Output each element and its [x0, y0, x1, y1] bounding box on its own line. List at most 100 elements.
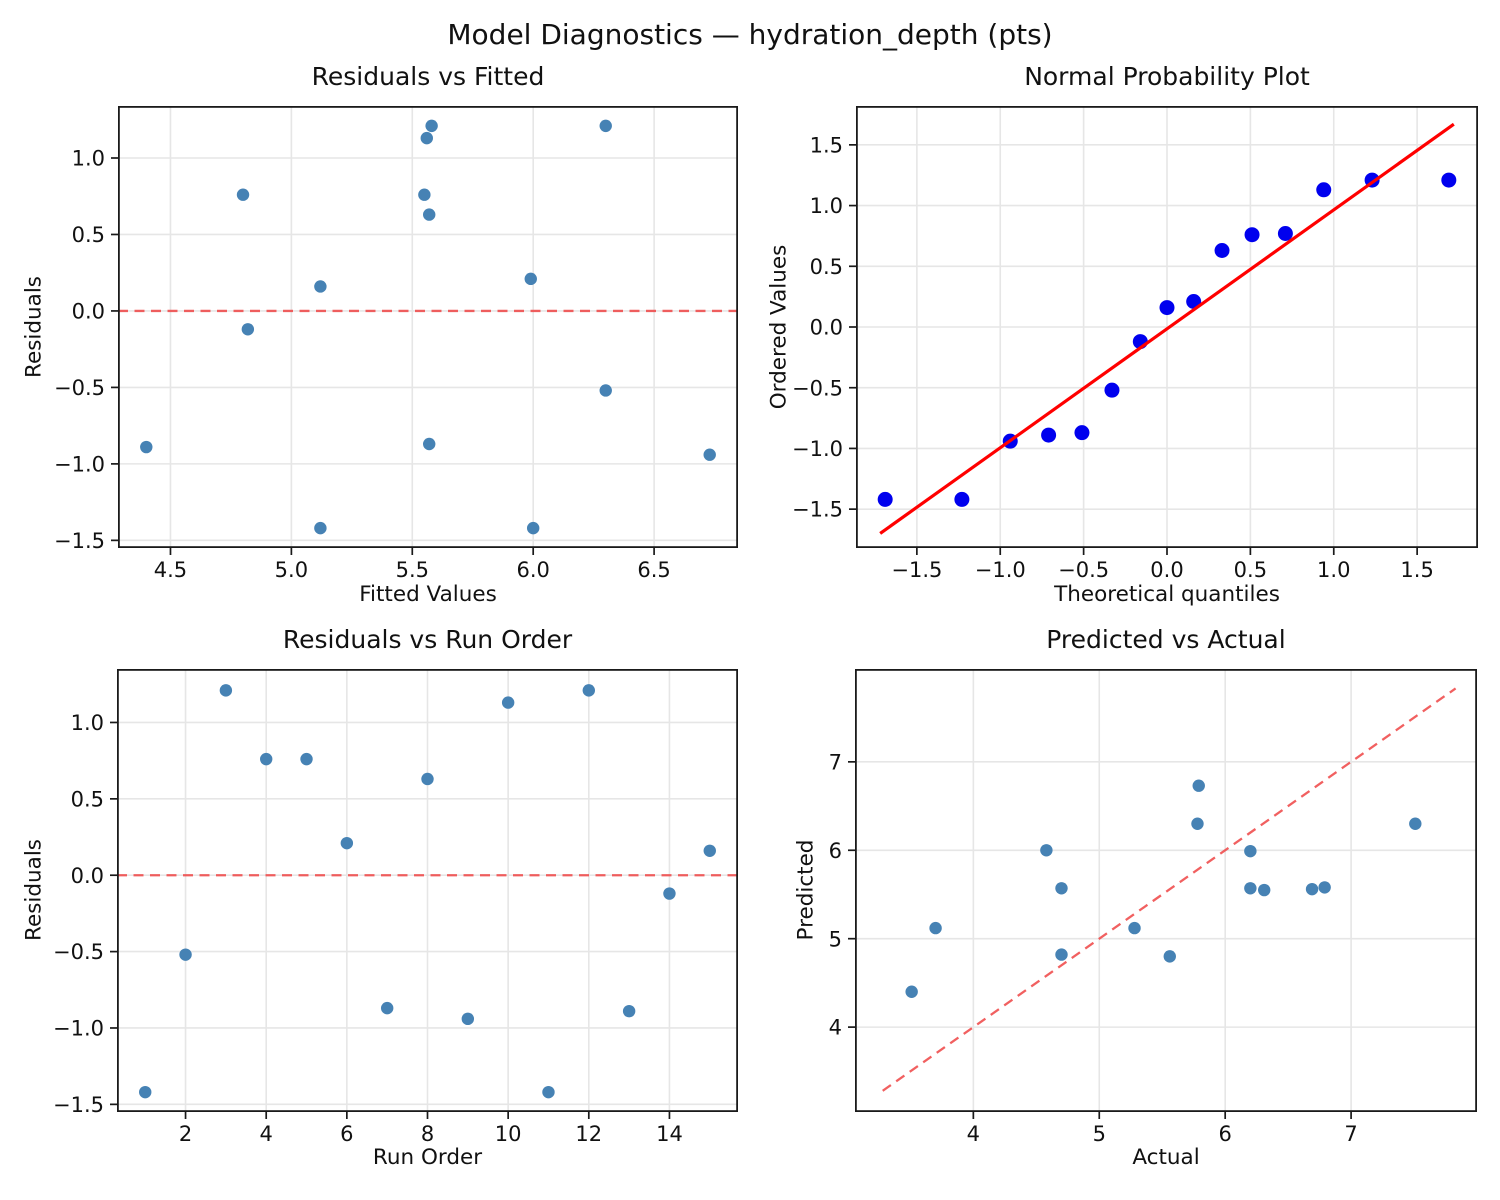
y-tick-label: −0.5	[792, 376, 843, 400]
x-tick-label: 6.0	[516, 558, 549, 582]
data-point	[1163, 950, 1176, 963]
data-point	[461, 1012, 475, 1026]
y-tick-label: −1.5	[53, 1093, 104, 1117]
fit-line	[879, 122, 1455, 535]
data-point	[1277, 226, 1293, 241]
x-tick-label: 0.5	[1234, 558, 1267, 582]
data-point	[1128, 921, 1141, 935]
data-point	[524, 272, 537, 286]
y-tick-label: −1.0	[54, 452, 105, 476]
data-point	[599, 119, 612, 133]
data-point	[1074, 425, 1090, 441]
y-tick-label: 5	[829, 927, 842, 951]
x-tick-label: 12	[575, 1122, 602, 1146]
axes-spines	[116, 668, 739, 1113]
data-point	[877, 491, 893, 507]
predicted-vs-actual-canvas: 4 5 6 7 4 5 6 7	[829, 668, 1478, 1146]
residuals-vs-fitted-canvas: 4.5 5.0 5.5 6.0 6.5 1.0 0.5 0.0 −0.5 −1.0 −1.5	[54, 105, 739, 582]
figure-title: Model Diagnostics — hydration_depth (pts…	[447, 18, 1053, 51]
data-point	[703, 844, 716, 857]
data-point	[703, 448, 716, 461]
data-point	[314, 521, 327, 535]
y-tick-label: 1.0	[71, 711, 104, 735]
data-point	[1191, 817, 1204, 830]
x-tick-label: 4	[967, 1122, 980, 1146]
x-tick-label: 10	[495, 1122, 522, 1146]
x-tick-label: −0.5	[1058, 558, 1109, 582]
data-point	[929, 921, 942, 935]
x-tick-label: 2	[179, 1122, 192, 1146]
x-tick-label: −1.0	[975, 558, 1026, 582]
data-point	[1305, 882, 1319, 896]
residuals-vs-fitted-xlabel: Fitted Values	[359, 582, 497, 607]
data-point	[1055, 882, 1068, 895]
x-tick-label: 1.5	[1400, 558, 1433, 582]
residuals-vs-run-order-ylabel: Residuals	[21, 839, 47, 941]
data-point	[905, 985, 918, 998]
data-point	[954, 491, 970, 507]
y-tick-label: 6	[829, 839, 842, 863]
data-point	[219, 684, 233, 697]
data-point	[526, 521, 540, 535]
y-tick-label: −0.5	[54, 376, 105, 400]
data-point	[1159, 300, 1175, 316]
data-point	[501, 696, 515, 709]
normal-probability-xlabel: Theoretical quantiles	[1054, 582, 1280, 607]
predicted-vs-actual-title: Predicted vs Actual	[1046, 625, 1286, 654]
data-point	[241, 323, 255, 336]
y-tick-label: −1.5	[54, 529, 105, 553]
data-point	[140, 440, 153, 454]
y-tick-label: −0.5	[53, 940, 104, 964]
data-point	[236, 188, 250, 201]
data-point	[423, 437, 436, 451]
data-point	[582, 684, 595, 697]
y-tick-label: 1.5	[810, 133, 843, 157]
data-point	[340, 836, 354, 850]
residuals-vs-fitted-ylabel: Residuals	[21, 276, 47, 378]
x-tick-label: −1.5	[891, 558, 942, 582]
data-point	[1244, 844, 1257, 858]
data-point	[425, 119, 438, 133]
y-tick-label: 0.0	[72, 300, 105, 324]
y-tick-label: −1.5	[792, 498, 843, 522]
axes-spines	[855, 105, 1479, 549]
residuals-vs-run-order-xlabel: Run Order	[372, 1145, 483, 1170]
predicted-vs-actual-xlabel: Actual	[1132, 1145, 1200, 1170]
reference-line	[882, 687, 1457, 1092]
residuals-vs-run-order-title: Residuals vs Run Order	[282, 625, 573, 654]
x-tick-label: 6	[1218, 1122, 1231, 1146]
y-tick-label: 0.5	[71, 787, 104, 811]
data-point	[139, 1085, 152, 1099]
y-tick-label: 4	[829, 1016, 842, 1040]
data-point	[1441, 172, 1457, 188]
data-point	[179, 948, 192, 961]
y-tick-label: 0.5	[72, 223, 105, 247]
y-tick-label: 0.0	[810, 316, 843, 340]
x-tick-label: 14	[656, 1122, 683, 1146]
data-point	[1316, 182, 1332, 198]
data-point	[542, 1085, 555, 1099]
data-point	[300, 752, 313, 766]
x-tick-label: 6	[340, 1122, 353, 1146]
x-tick-label: 0.0	[1150, 558, 1183, 582]
x-tick-label: 4.5	[154, 558, 187, 582]
y-tick-label: 1.0	[72, 147, 105, 171]
y-tick-label: −1.0	[792, 437, 843, 461]
data-point	[260, 752, 273, 766]
y-tick-label: 1.0	[810, 194, 843, 218]
normal-probability-title: Normal Probability Plot	[1024, 62, 1310, 91]
x-tick-label: 5.5	[396, 558, 429, 582]
data-point	[1409, 817, 1422, 830]
predicted-vs-actual-ylabel: Predicted	[793, 839, 819, 941]
x-tick-label: 7	[1344, 1122, 1357, 1146]
y-tick-label: 7	[829, 750, 842, 774]
data-point	[1244, 227, 1260, 243]
data-point	[663, 887, 676, 900]
data-point	[1192, 779, 1205, 792]
data-point	[1244, 882, 1257, 895]
data-point	[1041, 427, 1057, 443]
axes-spines	[117, 105, 739, 549]
data-point	[599, 384, 612, 397]
data-point	[418, 188, 431, 201]
